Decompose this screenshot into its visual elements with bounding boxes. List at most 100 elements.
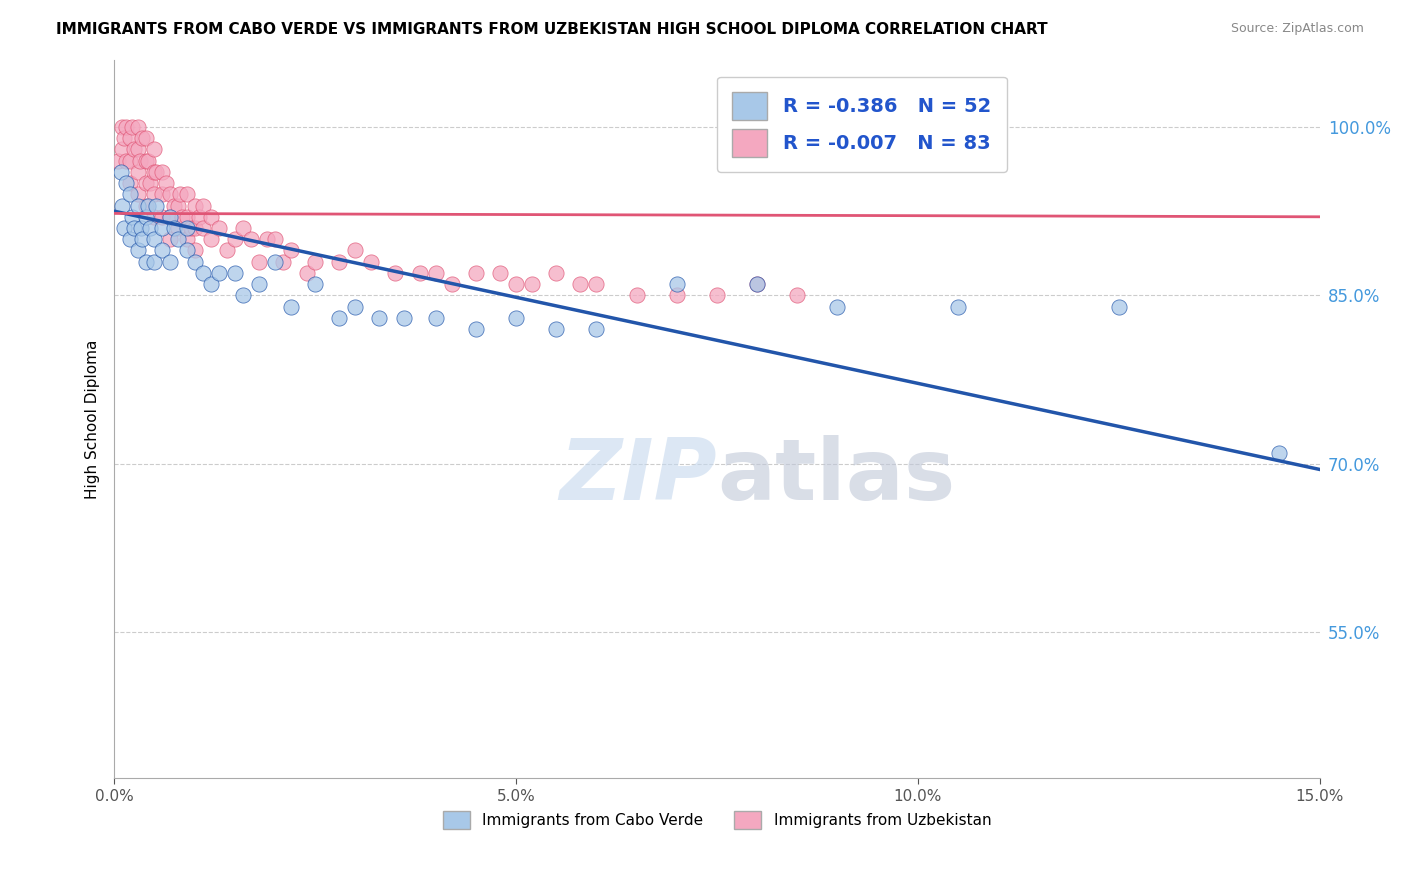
Point [127, 120, 149, 134]
Point [163, 221, 186, 235]
Point [127, 165, 149, 179]
Text: IMMIGRANTS FROM CABO VERDE VS IMMIGRANTS FROM UZBEKISTAN HIGH SCHOOL DIPLOMA COR: IMMIGRANTS FROM CABO VERDE VS IMMIGRANTS… [56, 22, 1047, 37]
Point [121, 120, 143, 134]
Point [172, 210, 194, 224]
Point [626, 288, 648, 302]
Point [159, 210, 181, 224]
Point [505, 277, 527, 292]
Point [143, 232, 166, 246]
Point [135, 198, 157, 212]
Point [163, 198, 186, 212]
Point [120, 153, 142, 168]
Point [131, 131, 153, 145]
Point [665, 288, 688, 302]
Point [127, 198, 149, 212]
Point [569, 277, 592, 292]
Point [120, 131, 142, 145]
Point [152, 210, 174, 224]
Point [208, 221, 231, 235]
Point [124, 221, 146, 235]
Point [115, 120, 138, 134]
Point [111, 143, 134, 157]
Point [304, 277, 326, 292]
Point [706, 288, 728, 302]
Text: atlas: atlas [717, 435, 955, 518]
Point [464, 266, 486, 280]
Point [224, 232, 246, 246]
Point [135, 254, 157, 268]
Point [489, 266, 512, 280]
Point [169, 187, 191, 202]
Point [167, 232, 190, 246]
Point [304, 254, 326, 268]
Point [264, 232, 287, 246]
Point [1108, 300, 1130, 314]
Point [1268, 445, 1291, 459]
Point [344, 244, 367, 258]
Point [155, 176, 177, 190]
Point [745, 277, 768, 292]
Point [208, 266, 231, 280]
Point [328, 310, 350, 325]
Point [745, 277, 768, 292]
Point [112, 221, 135, 235]
Point [110, 165, 132, 179]
Point [176, 210, 198, 224]
Point [191, 221, 214, 235]
Point [271, 254, 294, 268]
Point [191, 198, 214, 212]
Point [107, 153, 129, 168]
Point [159, 187, 181, 202]
Point [440, 277, 463, 292]
Point [408, 266, 430, 280]
Point [520, 277, 543, 292]
Point [180, 221, 202, 235]
Point [139, 176, 162, 190]
Point [295, 266, 318, 280]
Point [328, 254, 350, 268]
Point [143, 187, 166, 202]
Point [247, 254, 270, 268]
Point [127, 244, 149, 258]
Point [143, 165, 166, 179]
Point [827, 300, 849, 314]
Text: Source: ZipAtlas.com: Source: ZipAtlas.com [1230, 22, 1364, 36]
Point [145, 198, 167, 212]
Point [143, 254, 166, 268]
Point [360, 254, 382, 268]
Point [152, 165, 174, 179]
Point [384, 266, 406, 280]
Text: ZIP: ZIP [560, 435, 717, 518]
Point [120, 187, 142, 202]
Point [112, 131, 135, 145]
Point [200, 232, 222, 246]
Point [392, 310, 415, 325]
Point [120, 232, 142, 246]
Point [115, 153, 138, 168]
Point [139, 221, 162, 235]
Point [546, 266, 568, 280]
Point [135, 210, 157, 224]
Point [232, 288, 254, 302]
Point [183, 221, 205, 235]
Point [159, 232, 181, 246]
Point [215, 244, 238, 258]
Point [143, 210, 166, 224]
Point [183, 254, 205, 268]
Point [368, 310, 391, 325]
Point [136, 198, 159, 212]
Point [135, 153, 157, 168]
Point [152, 187, 174, 202]
Point [145, 165, 167, 179]
Point [129, 153, 152, 168]
Point [191, 266, 214, 280]
Point [239, 232, 262, 246]
Point [159, 254, 181, 268]
Point [176, 232, 198, 246]
Point [176, 244, 198, 258]
Point [425, 310, 447, 325]
Point [585, 322, 607, 336]
Point [247, 277, 270, 292]
Point [464, 322, 486, 336]
Point [121, 210, 143, 224]
